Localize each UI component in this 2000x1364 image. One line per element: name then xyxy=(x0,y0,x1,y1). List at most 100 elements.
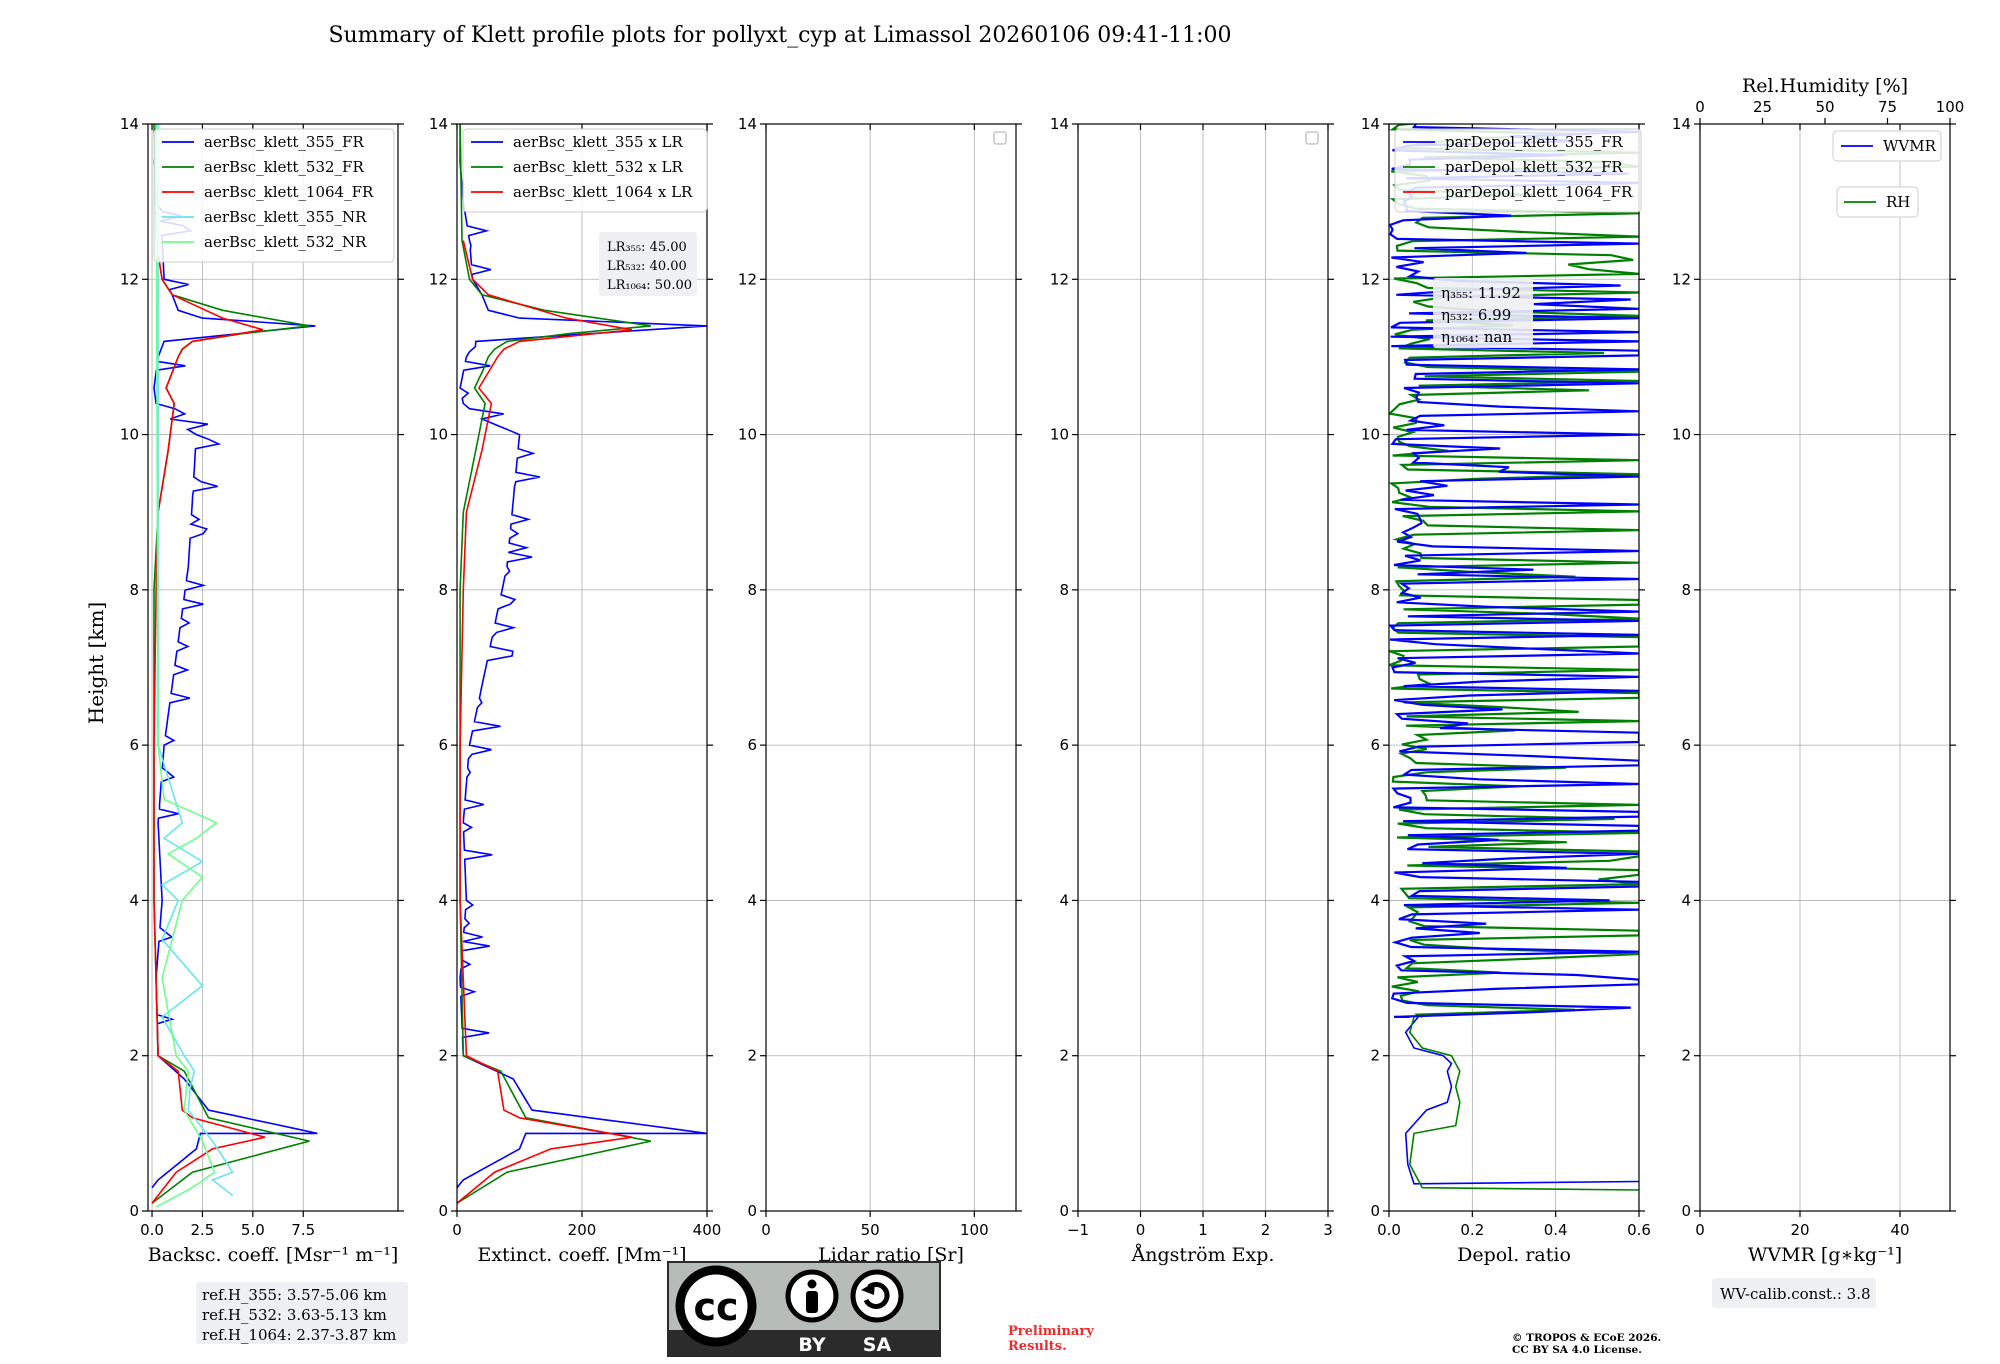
x-tick-label: 2.5 xyxy=(191,1221,215,1239)
preliminary-line-1: Preliminary xyxy=(1008,1324,1094,1339)
legend-label: aerBsc_klett_532_NR xyxy=(204,233,367,251)
cc-logo-icon xyxy=(675,1265,757,1347)
figure-title: Summary of Klett profile plots for polly… xyxy=(328,23,1231,48)
annotation-line: LR₅₃₂: 40.00 xyxy=(607,259,687,274)
y-tick-label: 6 xyxy=(438,736,448,754)
annotation-line: η₁₀₆₄: nan xyxy=(1441,328,1512,346)
y-tick-label: 0 xyxy=(1681,1202,1691,1220)
legend-label: parDepol_klett_1064_FR xyxy=(1445,183,1633,201)
wv-calib-annotation: WV-calib.const.: 3.8 xyxy=(1712,1278,1876,1308)
x-tick-label: 0.2 xyxy=(1460,1221,1484,1239)
y-tick-label: 2 xyxy=(129,1047,139,1065)
legend-label: aerBsc_klett_355_FR xyxy=(204,133,364,151)
by-person-body xyxy=(806,1291,818,1313)
legend-label: aerBsc_klett_1064 x LR xyxy=(513,183,693,201)
y-tick-label: 4 xyxy=(129,891,139,909)
x-tick-label: 50 xyxy=(861,1221,880,1239)
x-axis-label: Lidar ratio [Sr] xyxy=(818,1244,964,1266)
x-tick-label: 5.0 xyxy=(241,1221,265,1239)
panel-backscatter: 0.0 2.5 5.0 7.5 0 2 4 6 8 10 12 14 Backsc. coeff. [M… xyxy=(120,115,408,1344)
annotation-box xyxy=(196,1282,408,1344)
sa-arrowhead-icon xyxy=(861,1282,875,1295)
x-axis-label: Backsc. coeff. [Msr⁻¹ m⁻¹] xyxy=(148,1244,399,1266)
legend: parDepol_klett_355_FR parDepol_klett_532_… xyxy=(1394,128,1642,213)
legend-label: aerBsc_klett_532_FR xyxy=(204,158,364,176)
legend-box xyxy=(1832,130,1942,162)
legend-box xyxy=(153,128,395,263)
legend-label: RH xyxy=(1886,193,1910,211)
top-tick-label: 25 xyxy=(1753,98,1772,116)
legend-box xyxy=(1836,186,1919,218)
y-tick-label: 2 xyxy=(438,1047,448,1065)
series-depol-355-noisy xyxy=(1389,124,1639,1018)
y-tick-label: 4 xyxy=(1059,891,1069,909)
lidar-ratio-annotation: LR₃₅₅: 45.00 LR₅₃₂: 40.00 LR₁₀₆₄: 50.00 xyxy=(599,232,697,296)
y-tick-label: 12 xyxy=(1050,270,1069,288)
y-tick-label: 8 xyxy=(1059,581,1069,599)
y-tick-label: 12 xyxy=(738,270,757,288)
x-tick-label: 100 xyxy=(960,1221,989,1239)
panel-extinction: 0 200 400 0 2 4 6 8 10 12 14 Extinct. coeff. [Mm⁻¹]… xyxy=(429,115,721,1266)
plot-area xyxy=(1389,124,1639,1191)
preliminary-line-2: Results. xyxy=(1008,1339,1067,1354)
x-tick-label: 0 xyxy=(1695,1221,1705,1239)
x-axis-label: Depol. ratio xyxy=(1457,1244,1571,1266)
y-tick-label: 4 xyxy=(438,891,448,909)
annotation-line: LR₁₀₆₄: 50.00 xyxy=(607,278,692,293)
y-tick-label: 12 xyxy=(429,270,448,288)
x-tick-label: 1 xyxy=(1198,1221,1208,1239)
x-tick-label: 400 xyxy=(693,1221,722,1239)
cc-license-badge[interactable]: cc BY SA xyxy=(667,1261,941,1357)
y-tick-label: 6 xyxy=(1370,736,1380,754)
series-parDepol_klett_532_FR xyxy=(1408,1016,1639,1191)
y-tick-label: 0 xyxy=(1370,1202,1380,1220)
legend-label: aerBsc_klett_1064_FR xyxy=(204,183,374,201)
axes-frame xyxy=(765,123,1017,1212)
x-tick-label: 0.6 xyxy=(1627,1221,1651,1239)
copyright-line-2: CC BY SA 4.0 License. xyxy=(1512,1344,1642,1356)
empty-legend-box xyxy=(1305,131,1319,145)
plot-area xyxy=(457,124,707,1204)
legend: aerBsc_klett_355 x LR aerBsc_klett_532 x … xyxy=(462,128,708,213)
y-tick-label: 4 xyxy=(747,891,757,909)
series-parDepol_klett_355_FR xyxy=(1404,1016,1639,1185)
x-tick-label: 3 xyxy=(1323,1221,1333,1239)
y-tick-label: 10 xyxy=(120,426,139,444)
series-depol-532-noisy xyxy=(1389,124,1639,1018)
ref-height-annotation: ref.H_355: 3.57-5.06 km ref.H_532: 3.63-5… xyxy=(196,1282,408,1344)
legend-label: parDepol_klett_355_FR xyxy=(1445,133,1623,151)
y-tick-label: 14 xyxy=(1050,115,1069,133)
annotation-line: ref.H_1064: 2.37-3.87 km xyxy=(202,1326,396,1344)
y-tick-label: 12 xyxy=(1361,270,1380,288)
top-axis-label: Rel.Humidity [%] xyxy=(1742,75,1908,97)
sa-share-icon xyxy=(850,1269,904,1323)
y-tick-label: 14 xyxy=(738,115,757,133)
y-tick-label: 4 xyxy=(1681,891,1691,909)
x-axis-label: WVMR [g∗kg⁻¹] xyxy=(1748,1244,1902,1266)
annotation-line: LR₃₅₅: 45.00 xyxy=(607,240,687,255)
y-tick-label: 14 xyxy=(120,115,139,133)
x-tick-label: 40 xyxy=(1890,1221,1909,1239)
series-aerBsc_klett_1064_FR xyxy=(151,240,266,1204)
annotation-box xyxy=(599,232,697,296)
y-tick-label: 2 xyxy=(1059,1047,1069,1065)
y-tick-label: 8 xyxy=(438,581,448,599)
y-tick-label: 4 xyxy=(1370,891,1380,909)
legend-box xyxy=(462,128,708,213)
x-tick-label: 20 xyxy=(1790,1221,1809,1239)
y-tick-label: 6 xyxy=(1681,736,1691,754)
y-tick-label: 2 xyxy=(1370,1047,1380,1065)
cc-by-label: BY xyxy=(798,1334,825,1356)
x-tick-label: 0 xyxy=(452,1221,462,1239)
cc-logo-text: cc xyxy=(693,1285,738,1329)
y-tick-label: 10 xyxy=(1050,426,1069,444)
annotation-line: WV-calib.const.: 3.8 xyxy=(1720,1285,1871,1303)
top-tick-label: 0 xyxy=(1695,98,1705,116)
x-axis-label: Ångström Exp. xyxy=(1131,1244,1275,1266)
y-tick-label: 10 xyxy=(738,426,757,444)
y-tick-label: 10 xyxy=(429,426,448,444)
by-person-head xyxy=(807,1279,817,1289)
legend-label: WVMR xyxy=(1883,137,1937,155)
